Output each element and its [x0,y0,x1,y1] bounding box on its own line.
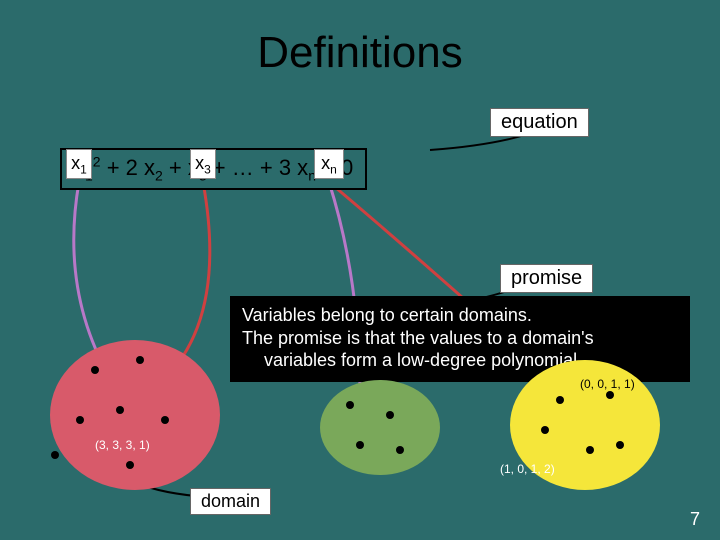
promise-line-2: The promise is that the values to a doma… [242,328,594,348]
domain-dot [91,366,99,374]
domain-ellipse-green [320,380,440,475]
domain-dot [556,396,564,404]
page-number: 7 [690,509,700,530]
page-title: Definitions [0,0,720,78]
domain-dot [356,441,364,449]
coord-yellow-bottom: (1, 0, 1, 2) [500,462,555,476]
domain-dot [346,401,354,409]
coord-red: (3, 3, 3, 1) [95,438,150,452]
variable-x1-box: x1 [66,149,92,179]
domain-dot [386,411,394,419]
domain-ellipse-red [50,340,220,490]
promise-label: promise [500,264,593,293]
equation-label: equation [490,108,589,137]
variable-xn-box: xn [314,149,344,179]
domain-dot [51,451,59,459]
domain-dot [396,446,404,454]
domain-dot [116,406,124,414]
domain-dot [606,391,614,399]
promise-line-1: Variables belong to certain domains. [242,305,532,325]
domain-dot [76,416,84,424]
coord-yellow-top: (0, 0, 1, 1) [580,377,635,391]
domain-dot [126,461,134,469]
domain-dot [136,356,144,364]
domain-dot [616,441,624,449]
domain-label: domain [190,488,271,515]
domain-dot [586,446,594,454]
domain-dot [541,426,549,434]
domain-dot [161,416,169,424]
variable-x3-box: x3 [190,149,216,179]
